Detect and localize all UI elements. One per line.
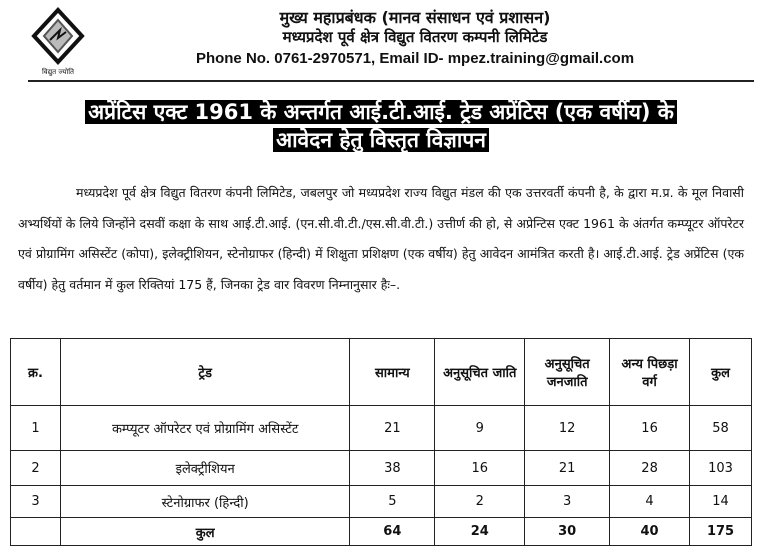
table-cell: 30 [524,517,611,546]
table-cell: 1 [10,405,61,451]
notice-title-line2: आवेदन हेतु विस्तृत विज्ञापन [0,127,762,154]
table-cell: 16 [609,405,691,451]
table-cell: इलेक्ट्रीशियन [59,450,351,486]
table-cell: स्टेनोग्राफर (हिन्दी) [59,485,351,518]
table-cell: 21 [524,450,611,486]
table-cell: 103 [689,450,752,486]
logo-caption: विद्युत ज्योति [41,68,74,76]
table-cell: 3 [524,485,611,518]
contact-info: Phone No. 0761-2970571, Email ID- mpez.t… [195,50,635,67]
column-header: क्र. [10,338,61,406]
table-cell: 64 [349,517,436,546]
vacancy-table: क्र. ट्रेड सामान्य अनुसूचित जाति अनुसूचित जन… [10,338,752,546]
table-cell [10,517,61,546]
table-cell: 16 [434,450,526,486]
title-text: आवेदन हेतु विस्तृत विज्ञापन [273,128,489,152]
column-header: सामान्य [349,338,436,406]
table-cell: 12 [524,405,611,451]
table-cell: 2 [10,450,61,486]
table-row: 2 इलेक्ट्रीशियन 38 16 21 28 103 [10,450,752,486]
office-title: मुख्य महाप्रबंधक (मानव संसाधन एवं प्रशास… [279,8,551,27]
table-cell: 175 [689,517,752,546]
table-cell: 14 [689,485,752,518]
column-header: अनुसूचित जनजाति [524,338,611,406]
column-header: अनुसूचित जाति [434,338,526,406]
table-row: 1 कम्प्यूटर ऑपरेटर एवं प्रोग्रामिंग असिस्… [10,405,752,451]
table-cell: 9 [434,405,526,451]
logo-emblem-icon [31,7,85,65]
table-cell: 28 [609,450,691,486]
column-header: अन्य पिछड़ा वर्ग [609,338,691,406]
body-paragraph: मध्यप्रदेश पूर्व क्षेत्र विद्युत वितरण क… [18,185,744,292]
header-divider [28,80,754,82]
table-cell: 5 [349,485,436,518]
table-cell: 21 [349,405,436,451]
table-cell: कम्प्यूटर ऑपरेटर एवं प्रोग्रामिंग असिस्ट… [59,405,351,451]
table-cell: 4 [609,485,691,518]
table-cell: 40 [609,517,691,546]
company-name: मध्यप्रदेश पूर्व क्षेत्र विद्युत वितरण क… [282,28,548,46]
table-cell: 2 [434,485,526,518]
table-cell: 3 [10,485,61,518]
table-row: 3 स्टेनोग्राफर (हिन्दी) 5 2 3 4 14 [10,485,752,518]
column-header: कुल [689,338,752,406]
table-cell: 24 [434,517,526,546]
table-cell: 58 [689,405,752,451]
notice-title-line1: अप्रेंटिस एक्ट 1961 के अन्तर्गत आई.टी.आई… [0,99,762,126]
column-header: ट्रेड [59,338,351,406]
table-header-row: क्र. ट्रेड सामान्य अनुसूचित जाति अनुसूचित जन… [10,338,752,406]
table-cell: कुल [59,517,351,546]
company-logo: विद्युत ज्योति [30,6,86,78]
table-cell: 38 [349,450,436,486]
title-text: अप्रेंटिस एक्ट 1961 के अन्तर्गत आई.टी.आई… [85,100,677,124]
table-total-row: कुल 64 24 30 40 175 [10,517,752,546]
